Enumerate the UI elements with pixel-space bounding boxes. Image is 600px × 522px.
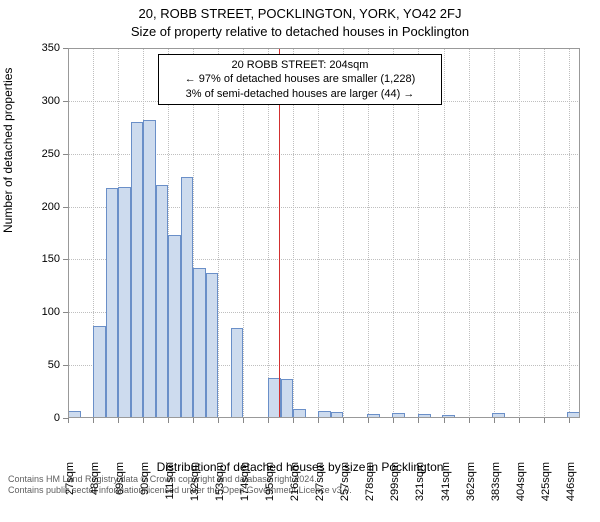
histogram-bar xyxy=(156,185,169,418)
histogram-bar xyxy=(442,415,455,418)
x-tick-mark xyxy=(143,418,144,423)
x-tick-mark xyxy=(318,418,319,423)
x-tick-mark xyxy=(544,418,545,423)
annotation-line: 3% of semi-detached houses are larger (4… xyxy=(165,87,435,101)
x-tick-label: 446sqm xyxy=(565,462,577,522)
grid-line xyxy=(519,48,520,418)
annotation-box: 20 ROBB STREET: 204sqm← 97% of detached … xyxy=(158,54,442,105)
y-tick-label: 0 xyxy=(10,412,60,424)
chart-container: 20, ROBB STREET, POCKLINGTON, YORK, YO42… xyxy=(0,0,600,500)
x-tick-label: 404sqm xyxy=(515,462,527,522)
x-tick-label: 48sqm xyxy=(89,462,101,522)
x-tick-mark xyxy=(118,418,119,423)
y-tick-mark xyxy=(63,365,68,366)
y-tick-mark xyxy=(63,207,68,208)
chart-title-address: 20, ROBB STREET, POCKLINGTON, YORK, YO42… xyxy=(0,6,600,21)
y-tick-mark xyxy=(63,101,68,102)
histogram-bar xyxy=(392,413,405,418)
histogram-bar xyxy=(168,235,181,418)
x-tick-mark xyxy=(293,418,294,423)
histogram-bar xyxy=(231,328,244,418)
x-tick-label: 278sqm xyxy=(364,462,376,522)
x-tick-mark xyxy=(268,418,269,423)
grid-line xyxy=(469,48,470,418)
histogram-bar xyxy=(206,273,219,418)
x-tick-label: 237sqm xyxy=(314,462,326,522)
x-tick-mark xyxy=(168,418,169,423)
x-tick-label: 341sqm xyxy=(440,462,452,522)
x-tick-mark xyxy=(519,418,520,423)
x-tick-label: 299sqm xyxy=(389,462,401,522)
histogram-bar xyxy=(331,412,344,418)
histogram-bar xyxy=(93,326,106,418)
x-tick-label: 132sqm xyxy=(189,462,201,522)
x-tick-mark xyxy=(68,418,69,423)
histogram-bar xyxy=(106,188,119,418)
x-tick-label: 195sqm xyxy=(264,462,276,522)
x-tick-label: 321sqm xyxy=(414,462,426,522)
histogram-bar xyxy=(118,187,131,419)
annotation-line: 20 ROBB STREET: 204sqm xyxy=(165,58,435,72)
x-tick-mark xyxy=(393,418,394,423)
y-tick-label: 50 xyxy=(10,359,60,371)
x-tick-label: 425sqm xyxy=(540,462,552,522)
y-tick-label: 150 xyxy=(10,253,60,265)
chart-title-subtitle: Size of property relative to detached ho… xyxy=(0,24,600,39)
x-tick-label: 216sqm xyxy=(289,462,301,522)
histogram-bar xyxy=(68,411,81,418)
grid-line xyxy=(544,48,545,418)
histogram-bar xyxy=(318,411,331,418)
x-tick-mark xyxy=(368,418,369,423)
x-tick-label: 90sqm xyxy=(139,462,151,522)
y-tick-label: 300 xyxy=(10,95,60,107)
x-tick-mark xyxy=(218,418,219,423)
x-tick-mark xyxy=(444,418,445,423)
x-tick-mark xyxy=(343,418,344,423)
x-tick-label: 383sqm xyxy=(490,462,502,522)
histogram-bar xyxy=(131,122,144,418)
y-tick-mark xyxy=(63,154,68,155)
y-tick-mark xyxy=(63,312,68,313)
grid-line xyxy=(444,48,445,418)
y-tick-label: 200 xyxy=(10,201,60,213)
y-tick-label: 250 xyxy=(10,148,60,160)
grid-line xyxy=(494,48,495,418)
x-tick-mark xyxy=(469,418,470,423)
histogram-bar xyxy=(293,409,306,419)
x-tick-label: 153sqm xyxy=(214,462,226,522)
x-tick-label: 362sqm xyxy=(465,462,477,522)
histogram-bar xyxy=(181,177,194,418)
x-tick-mark xyxy=(418,418,419,423)
y-tick-mark xyxy=(63,259,68,260)
y-tick-label: 350 xyxy=(10,42,60,54)
x-tick-mark xyxy=(569,418,570,423)
x-tick-label: 174sqm xyxy=(239,462,251,522)
x-tick-label: 111sqm xyxy=(164,462,176,522)
x-tick-label: 27sqm xyxy=(64,462,76,522)
x-tick-label: 257sqm xyxy=(339,462,351,522)
histogram-bar xyxy=(143,120,156,418)
x-tick-mark xyxy=(193,418,194,423)
x-tick-label: 69sqm xyxy=(114,462,126,522)
x-tick-mark xyxy=(93,418,94,423)
y-tick-mark xyxy=(63,48,68,49)
plot-area: 20 ROBB STREET: 204sqm← 97% of detached … xyxy=(68,48,580,418)
histogram-bar xyxy=(193,268,206,418)
annotation-line: ← 97% of detached houses are smaller (1,… xyxy=(165,72,435,86)
histogram-bar xyxy=(418,414,431,418)
grid-line xyxy=(569,48,570,418)
histogram-bar xyxy=(281,379,294,418)
histogram-bar xyxy=(492,413,505,418)
histogram-bar xyxy=(367,414,380,418)
x-tick-mark xyxy=(494,418,495,423)
x-tick-mark xyxy=(243,418,244,423)
histogram-bar xyxy=(567,412,580,418)
y-tick-label: 100 xyxy=(10,306,60,318)
